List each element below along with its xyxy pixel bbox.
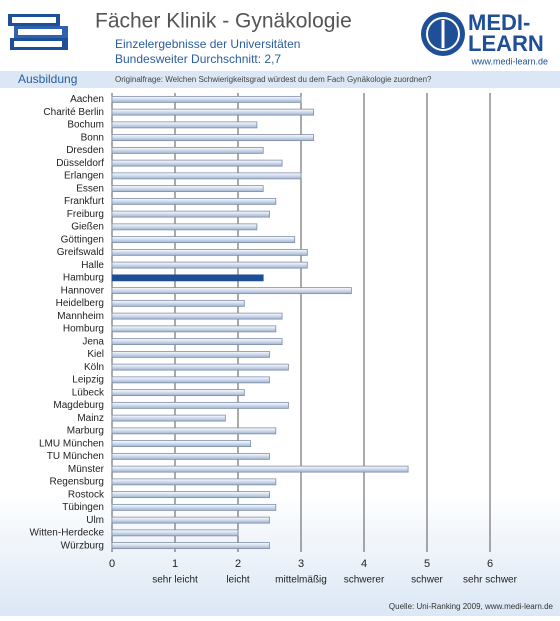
bar bbox=[111, 121, 258, 129]
category-label: Köln bbox=[84, 362, 104, 373]
bar bbox=[111, 325, 277, 333]
category-label: Mannheim bbox=[57, 311, 104, 322]
bar bbox=[111, 440, 252, 448]
bar bbox=[111, 261, 308, 269]
logo-text: LEARN bbox=[468, 31, 544, 56]
x-tick-description: mittelmäßig bbox=[275, 575, 327, 586]
bar bbox=[111, 287, 352, 295]
category-label: Lübeck bbox=[72, 387, 105, 398]
x-tick-label: 2 bbox=[235, 558, 241, 570]
bar bbox=[111, 236, 296, 244]
subtitle: Einzelergebnisse der Universitäten bbox=[115, 37, 300, 51]
category-label: Gießen bbox=[71, 222, 104, 233]
category-label: Heidelberg bbox=[56, 298, 104, 309]
category-label: Dresden bbox=[66, 145, 104, 156]
title: Fächer Klinik - Gynäkologie bbox=[95, 10, 352, 33]
x-tick-label: 1 bbox=[172, 558, 178, 570]
bar bbox=[111, 363, 289, 371]
category-label: Bochum bbox=[67, 120, 104, 131]
bar bbox=[111, 146, 264, 154]
logo: MEDI- LEARN www.medi-learn.de bbox=[421, 10, 548, 66]
category-label: Hannover bbox=[61, 285, 105, 296]
category-label: Göttingen bbox=[61, 234, 104, 245]
category-label: Rostock bbox=[68, 489, 105, 500]
x-tick-description: schwer bbox=[411, 575, 443, 586]
bar bbox=[111, 516, 270, 524]
category-label: Kiel bbox=[87, 349, 104, 360]
bar bbox=[111, 159, 283, 167]
category-label: Greifswald bbox=[57, 247, 104, 258]
bar bbox=[111, 478, 277, 486]
category-label: Magdeburg bbox=[53, 400, 104, 411]
bar bbox=[111, 529, 239, 537]
category-label: Erlangen bbox=[64, 171, 104, 182]
category-label: LMU München bbox=[39, 438, 104, 449]
bar bbox=[111, 210, 270, 218]
section: Ausbildung bbox=[18, 72, 77, 86]
category-label: Düsseldorf bbox=[56, 158, 104, 169]
x-tick-label: 6 bbox=[487, 558, 493, 570]
category-label: Würzburg bbox=[61, 540, 104, 551]
logo-url: www.medi-learn.de bbox=[470, 56, 548, 66]
category-label: Jena bbox=[82, 336, 104, 347]
category-label: TU München bbox=[47, 451, 104, 462]
bar bbox=[111, 414, 226, 422]
bar bbox=[111, 312, 283, 320]
x-tick-description: sehr leicht bbox=[152, 575, 198, 586]
category-label: Essen bbox=[76, 183, 104, 194]
category-label: Hamburg bbox=[63, 273, 104, 284]
category-label: Freiburg bbox=[67, 209, 104, 220]
bar bbox=[111, 134, 315, 142]
bar bbox=[111, 185, 264, 193]
subtitle: Bundesweiter Durchschnitt: 2,7 bbox=[115, 52, 281, 66]
bar bbox=[111, 223, 258, 231]
bar bbox=[111, 427, 277, 435]
category-label: Tübingen bbox=[62, 502, 104, 513]
bar bbox=[111, 452, 270, 460]
bar bbox=[111, 542, 270, 550]
section-bar bbox=[0, 71, 560, 88]
category-label: Frankfurt bbox=[64, 196, 104, 207]
bar bbox=[111, 465, 409, 473]
bar bbox=[111, 491, 270, 499]
category-label: Münster bbox=[68, 464, 105, 475]
x-tick-label: 4 bbox=[361, 558, 367, 570]
category-label: Aachen bbox=[70, 94, 104, 105]
category-label: Bonn bbox=[81, 132, 104, 143]
x-tick-description: schwerer bbox=[344, 575, 385, 586]
category-label: Mainz bbox=[77, 413, 104, 424]
bar bbox=[111, 401, 289, 409]
bar bbox=[111, 172, 302, 180]
bar bbox=[111, 389, 245, 397]
category-label: Ulm bbox=[86, 515, 104, 526]
bar bbox=[111, 299, 245, 307]
category-label: Marburg bbox=[67, 426, 104, 437]
bar bbox=[111, 108, 315, 116]
bar bbox=[111, 274, 264, 282]
category-label: Halle bbox=[81, 260, 104, 271]
books-icon bbox=[8, 14, 68, 50]
x-tick-label: 3 bbox=[298, 558, 304, 570]
x-tick-label: 0 bbox=[109, 558, 115, 570]
source: Quelle: Uni-Ranking 2009, www.medi-learn… bbox=[389, 602, 554, 611]
bar bbox=[111, 248, 308, 256]
bar bbox=[111, 503, 277, 511]
bar bbox=[111, 197, 277, 205]
bar bbox=[111, 350, 270, 358]
x-tick-description: leicht bbox=[226, 575, 250, 586]
question: Originalfrage: Welchen Schwierigkeitsgra… bbox=[115, 75, 432, 84]
x-tick-description: sehr schwer bbox=[463, 575, 518, 586]
bar bbox=[111, 95, 302, 103]
category-label: Charité Berlin bbox=[43, 107, 104, 118]
logo-text: MEDI- bbox=[468, 10, 530, 35]
bar bbox=[111, 376, 270, 384]
category-label: Witten-Herdecke bbox=[30, 528, 105, 539]
category-label: Homburg bbox=[63, 324, 104, 335]
category-label: Leipzig bbox=[72, 375, 104, 386]
bar bbox=[111, 338, 283, 346]
category-label: Regensburg bbox=[50, 477, 104, 488]
x-tick-label: 5 bbox=[424, 558, 430, 570]
